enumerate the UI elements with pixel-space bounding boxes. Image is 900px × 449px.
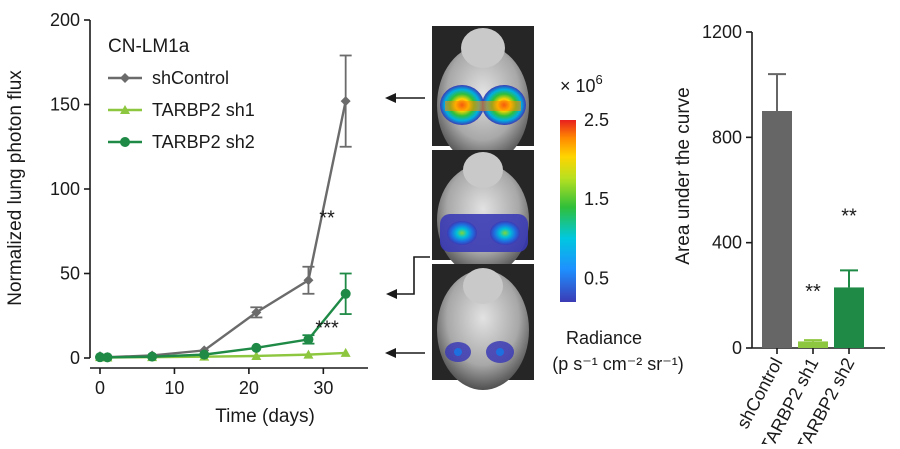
legend-entry: shControl xyxy=(108,68,229,88)
bar-chart-bars: ** ** xyxy=(762,73,864,348)
colorbar-multiplier: × 106 xyxy=(560,72,603,96)
line-chart-y-label: Normalized lung photon flux xyxy=(5,70,26,306)
y-tick-label: 100 xyxy=(50,179,80,199)
legend-entry: TARBP2 sh2 xyxy=(108,132,255,152)
line-chart-y-ticks: 0 50 100 150 200 xyxy=(50,10,90,368)
data-point xyxy=(251,307,262,318)
series-line xyxy=(99,293,347,359)
y-tick-label: 400 xyxy=(712,233,742,253)
mouse-images xyxy=(432,26,534,390)
bar-chart: 0 400 800 1200 Area under the curve ** ** sh… xyxy=(673,22,885,449)
y-tick-label: 150 xyxy=(50,95,80,115)
y-tick-label: 800 xyxy=(712,127,742,147)
data-point xyxy=(95,352,105,363)
colorbar-tick-label: 1.5 xyxy=(584,189,609,209)
colorbar-title: Radiance xyxy=(566,328,642,348)
y-tick-label: 200 xyxy=(50,10,80,30)
data-point xyxy=(251,350,262,360)
legend-label: TARBP2 sh1 xyxy=(152,100,255,120)
arrow-tarbp2-sh2 xyxy=(392,256,430,295)
colorbar-gradient xyxy=(560,120,576,302)
bar-chart-y-ticks: 0 400 800 1200 xyxy=(702,22,752,358)
data-point xyxy=(340,96,351,107)
data-point xyxy=(303,275,314,286)
line-chart-annotations: ***** xyxy=(315,207,339,339)
arrow-head-tarbp2-sh2 xyxy=(386,289,397,299)
legend-label: shControl xyxy=(152,68,229,88)
data-point xyxy=(303,349,314,359)
y-tick-label: 0 xyxy=(70,348,80,368)
colorbar-ticks: 2.5 1.5 0.5 xyxy=(584,110,609,288)
y-tick-label: 50 xyxy=(60,264,80,284)
data-point xyxy=(147,351,158,362)
bar xyxy=(798,341,828,348)
y-tick-label: 1200 xyxy=(702,22,742,42)
data-point xyxy=(102,352,113,363)
data-point xyxy=(340,347,351,357)
bar-chart-y-label: Area under the curve xyxy=(673,87,694,264)
legend-entry: TARBP2 sh1 xyxy=(108,100,255,120)
significance-label: ** xyxy=(319,207,335,229)
x-tick-label: 0 xyxy=(95,378,105,398)
arrows xyxy=(385,93,430,358)
line-chart: 0 50 100 150 200 0 10 20 30 Normalized lung pho… xyxy=(5,10,368,427)
bar xyxy=(762,111,792,348)
colorbar-unit: (p s⁻¹ cm⁻² sr⁻¹) xyxy=(552,354,683,374)
legend-marker xyxy=(120,105,130,114)
x-tick-label: 20 xyxy=(239,378,259,398)
legend-marker xyxy=(120,137,130,147)
bar xyxy=(834,287,864,348)
bar-significance: ** xyxy=(805,281,821,303)
line-chart-series xyxy=(95,54,352,363)
legend-marker xyxy=(120,73,130,83)
data-point xyxy=(199,349,210,360)
colorbar-tick-label: 0.5 xyxy=(584,268,609,288)
chart-title: CN-LM1a xyxy=(108,36,190,57)
mouse-image-tarbp2-sh2 xyxy=(432,150,534,276)
line-chart-x-label: Time (days) xyxy=(215,406,315,427)
x-tick-label: 30 xyxy=(313,378,333,398)
data-point xyxy=(340,288,351,299)
arrow-head-tarbp2-sh1 xyxy=(385,348,396,358)
colorbar: × 106 2.5 1.5 0.5 Radiance (p s⁻¹ cm⁻² sr⁻… xyxy=(552,72,683,374)
y-tick-label: 0 xyxy=(732,338,742,358)
line-chart-x-ticks: 0 10 20 30 xyxy=(95,368,333,398)
arrow-head-shcontrol xyxy=(385,93,396,103)
mouse-image-tarbp2-sh1 xyxy=(432,264,534,390)
series-tarbp2-sh2 xyxy=(95,272,352,363)
colorbar-tick-label: 2.5 xyxy=(584,110,609,130)
mouse-image-shcontrol xyxy=(432,26,534,165)
data-point xyxy=(251,342,262,353)
legend-label: TARBP2 sh2 xyxy=(152,132,255,152)
data-point xyxy=(303,334,314,345)
x-tick-label: 10 xyxy=(164,378,184,398)
series-tarbp2-sh1 xyxy=(95,347,351,362)
bar-significance: ** xyxy=(841,205,857,227)
significance-label: *** xyxy=(315,317,339,339)
legend: shControl TARBP2 sh1 TARBP2 sh2 xyxy=(108,68,255,152)
